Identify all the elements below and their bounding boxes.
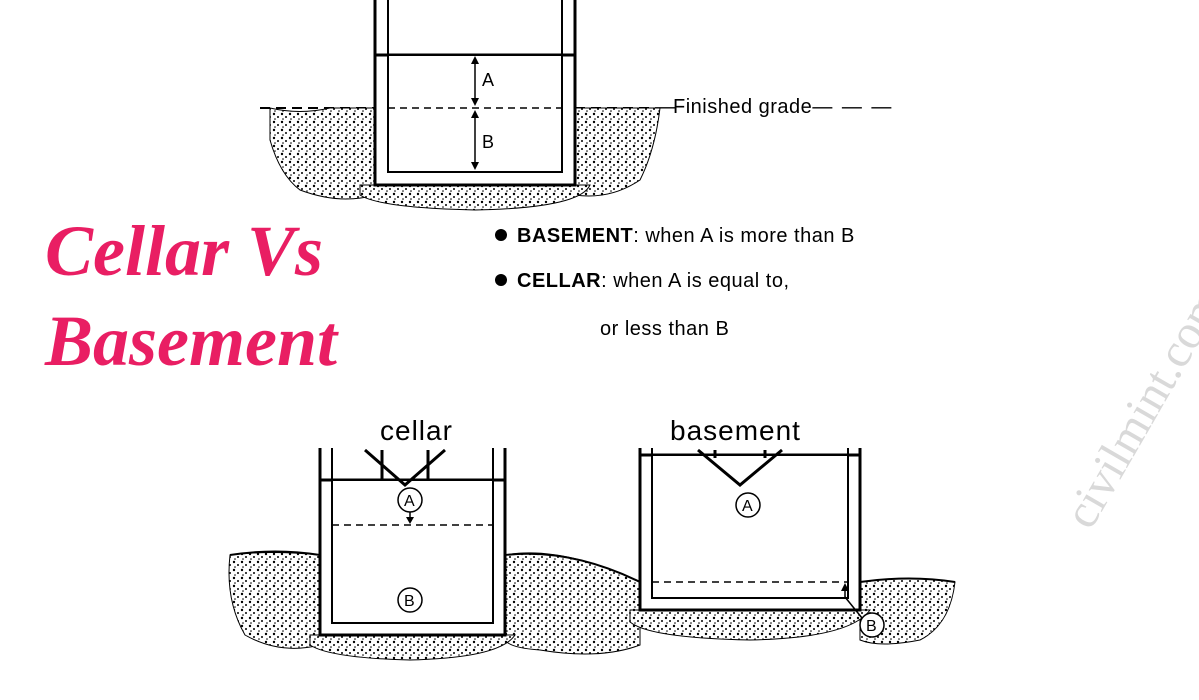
- svg-text:A: A: [742, 498, 753, 515]
- legend-basement: BASEMENT: when A is more than B: [495, 225, 855, 248]
- legend-cellar-line2: or less than B: [600, 318, 729, 341]
- bullet-icon: [495, 274, 507, 286]
- top-diagram: A B: [0, 0, 1199, 220]
- title-line2: Basement: [45, 300, 337, 383]
- svg-text:B: B: [404, 593, 415, 610]
- svg-text:B: B: [866, 618, 877, 635]
- svg-text:A: A: [404, 493, 415, 510]
- title-line1: Cellar Vs: [45, 210, 323, 293]
- legend-cellar: CELLAR: when A is equal to,: [495, 270, 790, 293]
- bullet-icon: [495, 229, 507, 241]
- dim-B: B: [482, 132, 494, 152]
- bottom-diagrams: A B A B: [0, 400, 1199, 700]
- dim-A: A: [482, 70, 494, 90]
